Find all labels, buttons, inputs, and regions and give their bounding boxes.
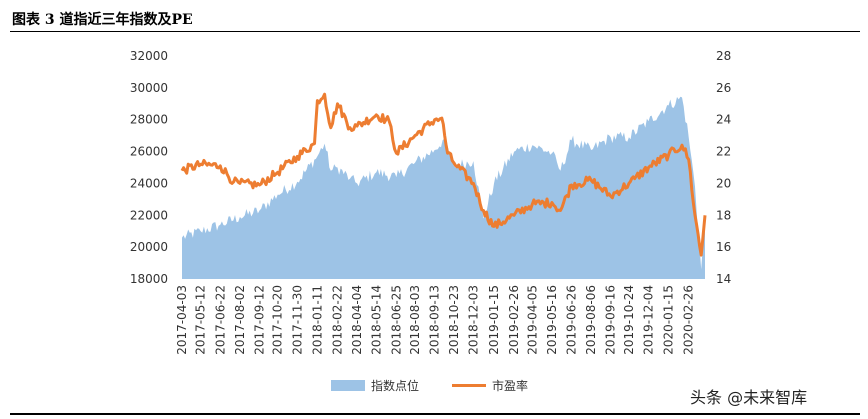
watermark: 头条 @未来智库 (690, 388, 808, 407)
legend-label-pe: 市盈率 (492, 378, 528, 393)
x-tick-label: 2017-09-12 (253, 285, 267, 355)
x-tick-label: 2018-02-22 (331, 285, 345, 355)
left-tick-label: 28000 (130, 113, 168, 127)
figure-title: 图表 3 道指近三年指数及PE (12, 12, 193, 28)
x-tick-label: 2019-09-16 (604, 285, 618, 355)
x-tick-label: 2019-10-24 (622, 285, 636, 355)
x-tick-label: 2018-05-14 (369, 285, 383, 355)
left-tick-label: 22000 (130, 208, 168, 222)
index-area-series (182, 96, 705, 279)
x-tick-label: 2018-09-13 (428, 285, 442, 355)
right-axis-ticks: 14 16 18 20 22 24 26 28 (716, 49, 731, 286)
left-tick-label: 18000 (130, 272, 168, 286)
bottom-rule (10, 413, 860, 415)
right-tick-label: 14 (716, 272, 731, 286)
x-tick-label: 2019-12-04 (642, 285, 656, 355)
x-tick-label: 2019-02-26 (507, 285, 521, 355)
right-tick-label: 16 (716, 240, 731, 254)
x-tick-label: 2018-12-03 (466, 285, 480, 355)
left-tick-label: 20000 (130, 240, 168, 254)
x-tick-label: 2017-05-12 (194, 285, 208, 355)
x-tick-label: 2019-08-06 (584, 285, 598, 355)
right-tick-label: 20 (716, 176, 731, 190)
x-tick-label: 2019-04-05 (525, 285, 539, 355)
left-tick-label: 26000 (130, 145, 168, 159)
x-tick-label: 2017-06-22 (213, 285, 227, 355)
left-tick-label: 32000 (130, 49, 168, 63)
pe-line-series (180, 92, 707, 257)
x-tick-label: 2018-04-04 (350, 285, 364, 355)
title-bar: 图表 3 道指近三年指数及PE (10, 6, 860, 32)
x-tick-label: 2018-01-11 (310, 285, 324, 355)
x-tick-label: 2018-08-03 (408, 285, 422, 355)
x-axis-ticks: 2017-04-03 2017-05-12 2017-06-22 2017-08-02… (175, 285, 696, 355)
pe-line (180, 92, 707, 257)
x-tick-label: 2018-06-25 (389, 285, 403, 355)
x-tick-label: 2019-06-26 (564, 285, 578, 355)
x-tick-label: 2017-04-03 (175, 285, 189, 355)
left-tick-label: 30000 (130, 81, 168, 95)
x-tick-label: 2019-05-16 (545, 285, 559, 355)
legend: 指数点位 市盈率 (331, 378, 528, 393)
x-tick-label: 2017-10-20 (271, 285, 285, 355)
x-tick-label: 2018-10-23 (447, 285, 461, 355)
legend-label-index: 指数点位 (371, 378, 419, 393)
right-tick-label: 26 (716, 81, 731, 95)
right-tick-label: 18 (716, 208, 731, 222)
x-tick-label: 2017-11-30 (290, 285, 304, 355)
x-tick-label: 2020-01-15 (662, 285, 676, 355)
right-tick-label: 24 (716, 113, 731, 127)
left-tick-label: 24000 (130, 176, 168, 190)
index-area (182, 96, 705, 279)
left-axis-ticks: 18000 20000 22000 24000 26000 28000 30000 32000 (130, 49, 168, 286)
right-tick-label: 28 (716, 49, 731, 63)
x-tick-label: 2017-08-02 (233, 285, 247, 355)
right-tick-label: 22 (716, 145, 731, 159)
x-tick-label: 2019-01-15 (487, 285, 501, 355)
legend-swatch-index (331, 380, 365, 391)
x-tick-label: 2020-02-26 (682, 285, 696, 355)
